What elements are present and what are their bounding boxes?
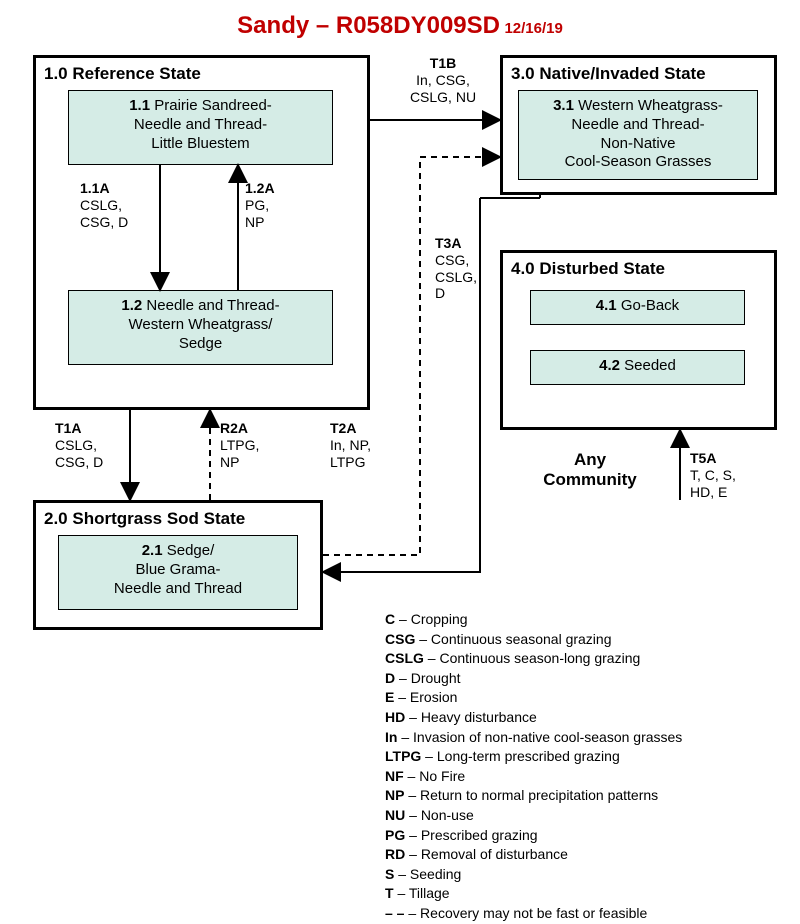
legend-row: T – Tillage	[385, 884, 785, 904]
legend-row: E – Erosion	[385, 688, 785, 708]
state-1-title: 1.0 Reference State	[36, 58, 367, 86]
t1b-d: In, CSG,CSLG, NU	[410, 72, 476, 105]
label-1-2a: 1.2APG,NP	[245, 180, 305, 230]
t1a-d: CSLG,CSG, D	[55, 437, 103, 470]
label-t1b: T1BIn, CSG,CSLG, NU	[398, 55, 488, 105]
c11-text: Prairie Sandreed-Needle and Thread-Littl…	[134, 97, 272, 152]
label-t3a: T3ACSG,CSLG,D	[435, 235, 495, 302]
community-2-1: 2.1 Sedge/Blue Grama-Needle and Thread	[58, 535, 298, 610]
t12a-d: PG,NP	[245, 197, 269, 230]
legend-row: LTPG – Long-term prescribed grazing	[385, 747, 785, 767]
community-4-1: 4.1 Go-Back	[530, 290, 745, 325]
state-4-title: 4.0 Disturbed State	[503, 253, 774, 281]
c42-text: Seeded	[620, 357, 676, 374]
c41-text: Go-Back	[617, 297, 680, 314]
page-title: Sandy – R058DY009SD 12/16/19	[0, 12, 800, 40]
legend-row: CSLG – Continuous season-long grazing	[385, 649, 785, 669]
legend-row: NF – No Fire	[385, 767, 785, 787]
legend-row: D – Drought	[385, 669, 785, 689]
community-1-1: 1.1 Prairie Sandreed-Needle and Thread-L…	[68, 90, 333, 165]
state-2-title: 2.0 Shortgrass Sod State	[36, 503, 320, 531]
legend-row: PG – Prescribed grazing	[385, 826, 785, 846]
t2a-d: In, NP,LTPG	[330, 437, 371, 470]
legend-row: In – Invasion of non-native cool-season …	[385, 728, 785, 748]
t5a-d: T, C, S,HD, E	[690, 467, 736, 500]
c31-text: Western Wheatgrass-Needle and Thread-Non…	[565, 97, 723, 170]
title-date: 12/16/19	[504, 20, 562, 37]
legend-row: HD – Heavy disturbance	[385, 708, 785, 728]
state-4: 4.0 Disturbed State	[500, 250, 777, 430]
community-3-1: 3.1 Western Wheatgrass-Needle and Thread…	[518, 90, 758, 180]
legend-row: C – Cropping	[385, 610, 785, 630]
title-main: Sandy – R058DY009SD	[237, 12, 500, 39]
t11a-d: CSLG,CSG, D	[80, 197, 128, 230]
legend-row: RD – Removal of disturbance	[385, 845, 785, 865]
any-community-label: AnyCommunity	[535, 450, 645, 490]
c21-text: Sedge/Blue Grama-Needle and Thread	[114, 542, 242, 597]
label-1-1a: 1.1ACSLG,CSG, D	[80, 180, 150, 230]
label-t1a: T1ACSLG,CSG, D	[55, 420, 125, 470]
label-r2a: R2ALTPG,NP	[220, 420, 290, 470]
community-4-2: 4.2 Seeded	[530, 350, 745, 385]
legend-dash-row: – – – Recovery may not be fast or feasib…	[385, 904, 785, 924]
c12-text: Needle and Thread-Western Wheatgrass/Sed…	[129, 297, 280, 352]
label-t2a: T2AIn, NP,LTPG	[330, 420, 400, 470]
legend-row: NP – Return to normal precipitation patt…	[385, 786, 785, 806]
community-1-2: 1.2 Needle and Thread-Western Wheatgrass…	[68, 290, 333, 365]
label-t5a: T5AT, C, S,HD, E	[690, 450, 770, 500]
state-3-title: 3.0 Native/Invaded State	[503, 58, 774, 86]
legend-row: CSG – Continuous seasonal grazing	[385, 630, 785, 650]
legend-row: S – Seeding	[385, 865, 785, 885]
t3a-d: CSG,CSLG,D	[435, 252, 477, 302]
r2a-d: LTPG,NP	[220, 437, 259, 470]
legend: C – Cropping CSG – Continuous seasonal g…	[385, 610, 785, 924]
legend-row: NU – Non-use	[385, 806, 785, 826]
